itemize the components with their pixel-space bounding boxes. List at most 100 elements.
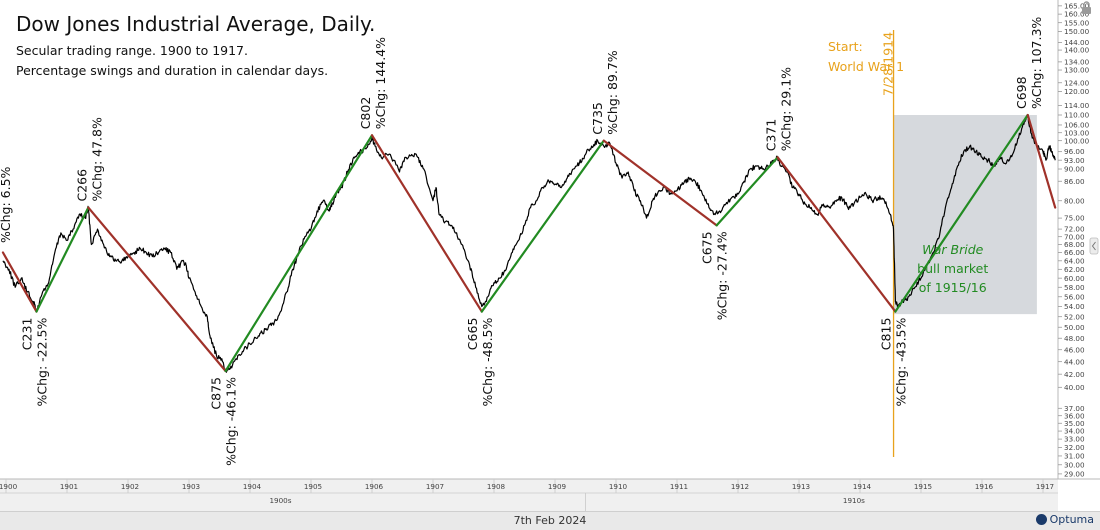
y-tick-label: 80.00 bbox=[1064, 196, 1085, 205]
x-tick-label: 1900 bbox=[0, 482, 18, 491]
y-tick-label: 46.00 bbox=[1064, 345, 1085, 354]
x-tick-label: 1907 bbox=[426, 482, 444, 491]
decade-label: 1910s bbox=[843, 496, 865, 505]
up-swing-line bbox=[224, 134, 374, 373]
y-tick-label: 134.00 bbox=[1064, 57, 1090, 66]
y-tick-label: 160.00 bbox=[1064, 10, 1090, 19]
y-tick-label: 37.00 bbox=[1064, 404, 1085, 413]
x-axis-ticks: 1900 1901 1902 1903 1904 1905 1906 1907 1908 1909… bbox=[0, 479, 1054, 511]
y-tick-label: 58.00 bbox=[1064, 283, 1085, 292]
event-start-label: Start: bbox=[828, 39, 863, 54]
x-tick-label: 1915 bbox=[914, 482, 932, 491]
down-swing-line bbox=[1026, 113, 1057, 209]
x-tick-label: 1917 bbox=[1036, 482, 1054, 491]
war-bride-box bbox=[893, 115, 1037, 315]
y-tick-label: 52.00 bbox=[1064, 312, 1085, 321]
event-layer: 7/28/1914 Start: World War 1 bbox=[828, 30, 904, 457]
y-axis-ticks: 29.0030.0031.0032.0033.0034.0035.0036.00… bbox=[1058, 1, 1090, 478]
swing-label: %Chg: 6.5% bbox=[0, 166, 13, 243]
y-tick-label: 31.00 bbox=[1064, 452, 1085, 461]
y-tick-label: 96.00 bbox=[1064, 147, 1085, 156]
swing-label: %Chg: 89.7% bbox=[605, 50, 620, 134]
x-tick-label: 1906 bbox=[365, 482, 384, 491]
y-tick-label: 56.00 bbox=[1064, 292, 1085, 301]
y-tick-label: 75.00 bbox=[1064, 214, 1085, 223]
event-name-label: World War 1 bbox=[828, 59, 904, 74]
y-tick-label: 110.00 bbox=[1064, 111, 1090, 120]
chart-subtitle-line-2: Percentage swings and duration in calend… bbox=[16, 63, 329, 78]
y-tick-label: 68.00 bbox=[1064, 240, 1085, 249]
y-tick-label: 30.00 bbox=[1064, 460, 1085, 469]
swing-label: %Chg: 47.8% bbox=[89, 117, 104, 201]
y-tick-label: 140.00 bbox=[1064, 46, 1090, 55]
x-tick-label: 1916 bbox=[975, 482, 994, 491]
swing-label: %Chg: 29.1% bbox=[779, 67, 794, 151]
y-tick-label: 114.00 bbox=[1064, 101, 1090, 110]
down-swing-line bbox=[1, 251, 38, 313]
down-swing-line bbox=[87, 206, 227, 373]
swing-label: C698 bbox=[1014, 76, 1029, 109]
x-tick-label: 1910 bbox=[609, 482, 628, 491]
up-swing-line bbox=[715, 156, 779, 227]
y-tick-label: 86.00 bbox=[1064, 177, 1085, 186]
swing-label: %Chg: -27.4% bbox=[715, 231, 730, 320]
y-tick-label: 62.00 bbox=[1064, 265, 1085, 274]
y-tick-label: 36.00 bbox=[1064, 411, 1085, 420]
swing-label: %Chg: 107.3% bbox=[1029, 17, 1044, 109]
swing-label: %Chg: -48.5% bbox=[480, 317, 495, 406]
y-tick-label: 64.00 bbox=[1064, 256, 1085, 265]
x-tick-label: 1905 bbox=[304, 482, 322, 491]
up-swing-line bbox=[35, 206, 90, 313]
y-tick-label: 90.00 bbox=[1064, 165, 1085, 174]
plot-background bbox=[0, 0, 1058, 479]
y-tick-label: 40.00 bbox=[1064, 383, 1085, 392]
y-tick-label: 29.00 bbox=[1064, 469, 1085, 478]
y-tick-label: 93.00 bbox=[1064, 156, 1085, 165]
swing-label: C802 bbox=[358, 97, 373, 130]
swing-label: C371 bbox=[764, 119, 779, 152]
decade-label: 1900s bbox=[269, 496, 291, 505]
up-swing-line bbox=[480, 139, 605, 313]
price-layer bbox=[2, 114, 1056, 373]
y-tick-label: 100.00 bbox=[1064, 136, 1090, 145]
x-tick-label: 1914 bbox=[853, 482, 872, 491]
x-tick-label: 1904 bbox=[243, 482, 262, 491]
highlight-box-layer: War Bride bull market of 1915/16 bbox=[893, 115, 1037, 315]
y-tick-label: 120.00 bbox=[1064, 87, 1090, 96]
down-swing-line bbox=[370, 134, 483, 313]
down-swing-line bbox=[602, 139, 718, 227]
x-tick-label: 1909 bbox=[548, 482, 567, 491]
swing-label: C815 bbox=[878, 318, 893, 351]
optuma-logo: Optuma bbox=[1035, 513, 1094, 526]
swing-label: C735 bbox=[590, 102, 605, 135]
lock-icon[interactable] bbox=[1082, 1, 1091, 14]
war-bride-label: bull market bbox=[917, 261, 988, 276]
war-bride-label: War Bride bbox=[922, 242, 984, 257]
x-tick-label: 1912 bbox=[731, 482, 749, 491]
y-tick-label: 106.00 bbox=[1064, 121, 1090, 130]
optuma-logo-text: Optuma bbox=[1049, 513, 1094, 526]
x-tick-label: 1908 bbox=[487, 482, 506, 491]
y-tick-label: 150.00 bbox=[1064, 27, 1090, 36]
y-tick-label: 50.00 bbox=[1064, 323, 1085, 332]
x-tick-label: 1903 bbox=[182, 482, 200, 491]
swing-label: C675 bbox=[700, 231, 715, 264]
dow-price-line bbox=[2, 114, 1056, 373]
y-tick-label: 103.00 bbox=[1064, 128, 1090, 137]
swing-label: %Chg: -46.1% bbox=[224, 377, 239, 466]
y-tick-label: 48.00 bbox=[1064, 334, 1085, 343]
scroll-handle-icon[interactable] bbox=[1089, 237, 1099, 255]
y-tick-label: 42.00 bbox=[1064, 370, 1085, 379]
y-tick-label: 70.00 bbox=[1064, 232, 1085, 241]
down-swing-line bbox=[776, 156, 897, 313]
y-tick-label: 66.00 bbox=[1064, 248, 1085, 257]
x-tick-label: 1911 bbox=[670, 482, 688, 491]
y-tick-label: 165.00 bbox=[1064, 1, 1090, 10]
x-axis-panel[interactable] bbox=[0, 479, 1058, 511]
up-swing-line bbox=[894, 113, 1029, 313]
swing-label: %Chg: -22.5% bbox=[35, 317, 50, 406]
y-tick-label: 32.00 bbox=[1064, 443, 1085, 452]
y-tick-label: 54.00 bbox=[1064, 302, 1085, 311]
y-tick-label: 155.00 bbox=[1064, 18, 1090, 27]
